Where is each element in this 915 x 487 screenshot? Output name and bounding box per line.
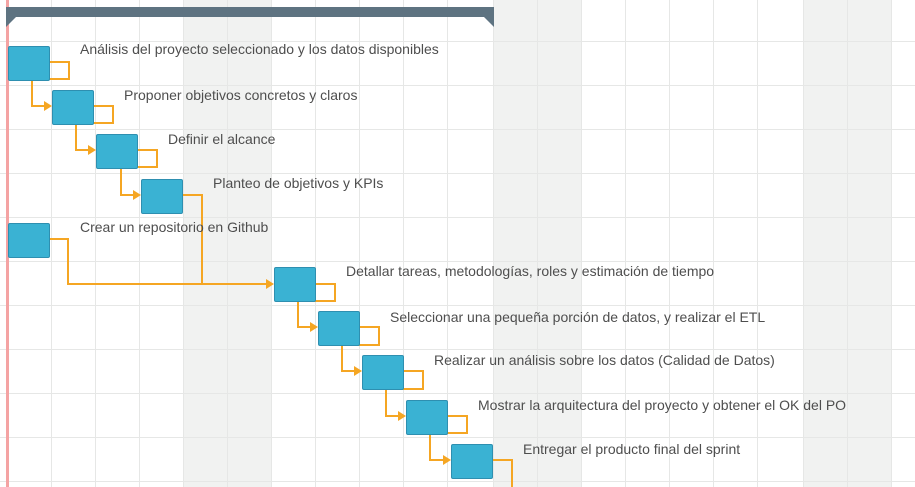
dependency-link — [385, 370, 424, 417]
task-label: Detallar tareas, metodologías, roles y e… — [346, 263, 715, 279]
link-arrow-icon — [88, 145, 96, 155]
grid-line — [757, 0, 758, 487]
grid-line — [581, 0, 582, 487]
grid-line — [0, 481, 915, 482]
dependency-link — [120, 149, 158, 196]
task-label: Planteo de objetivos y KPIs — [213, 175, 384, 191]
summary-bar[interactable] — [6, 7, 494, 17]
grid-line — [713, 0, 714, 487]
summary-bar-start-cap — [6, 17, 16, 27]
link-arrow-icon — [133, 190, 141, 200]
task-label: Seleccionar una pequeña porción de datos… — [390, 309, 766, 325]
dependency-link — [75, 105, 114, 151]
task-label: Proponer objetivos concretos y claros — [124, 87, 358, 103]
summary-bar-end-cap — [484, 17, 494, 27]
grid-line — [183, 0, 184, 487]
grid-line — [847, 0, 848, 487]
grid-line — [227, 0, 228, 487]
link-arrow-icon — [310, 322, 318, 332]
link-arrow-icon — [398, 411, 406, 421]
grid-line — [537, 0, 538, 487]
grid-line — [315, 0, 316, 487]
grid-line — [447, 0, 448, 487]
task-bar[interactable] — [8, 46, 50, 81]
weekend-band — [184, 0, 272, 487]
dependency-link — [429, 415, 468, 461]
grid-line — [51, 0, 52, 487]
dependency-link — [297, 283, 336, 328]
weekend-band — [804, 0, 892, 487]
grid-line — [669, 0, 670, 487]
grid-line — [0, 437, 915, 438]
dependency-link — [31, 61, 70, 107]
task-label: Definir el alcance — [168, 131, 276, 147]
task-label: Entregar el producto final del sprint — [523, 441, 741, 457]
task-label: Crear un repositorio en Github — [80, 219, 269, 235]
grid-line — [359, 0, 360, 487]
grid-line — [271, 0, 272, 487]
dependency-link — [341, 326, 380, 372]
dependency-link — [493, 459, 513, 487]
task-bar[interactable] — [141, 179, 183, 214]
dependency-link — [183, 194, 268, 285]
task-bar[interactable] — [52, 90, 94, 125]
grid-line — [0, 261, 915, 262]
grid-line — [0, 217, 915, 218]
grid-line — [803, 0, 804, 487]
task-bar[interactable] — [406, 400, 448, 435]
grid-line — [0, 349, 915, 350]
grid-line — [403, 0, 404, 487]
task-bar[interactable] — [318, 311, 360, 346]
grid-line — [493, 0, 494, 487]
grid-line — [0, 41, 915, 42]
task-label: Análisis del proyecto seleccionado y los… — [80, 41, 439, 57]
grid-line — [139, 0, 140, 487]
task-bar[interactable] — [8, 223, 50, 258]
task-bar[interactable] — [274, 267, 316, 302]
link-arrow-icon — [44, 101, 52, 111]
task-bar[interactable] — [362, 355, 404, 390]
link-arrow-icon — [443, 455, 451, 465]
dependency-link — [50, 238, 268, 285]
grid-line — [0, 173, 915, 174]
grid-line — [891, 0, 892, 487]
weekend-band — [494, 0, 582, 487]
today-marker — [6, 0, 9, 487]
grid-line — [0, 305, 915, 306]
task-bar[interactable] — [451, 444, 493, 479]
link-arrow-icon — [266, 279, 274, 289]
grid-line — [0, 393, 915, 394]
task-bar[interactable] — [96, 134, 138, 169]
grid-line — [0, 129, 915, 130]
task-label: Realizar un análisis sobre los datos (Ca… — [434, 352, 775, 368]
grid-line — [95, 0, 96, 487]
grid-line — [625, 0, 626, 487]
task-label: Mostrar la arquitectura del proyecto y o… — [478, 397, 847, 413]
grid-line — [0, 85, 915, 86]
link-arrow-icon — [354, 366, 362, 376]
